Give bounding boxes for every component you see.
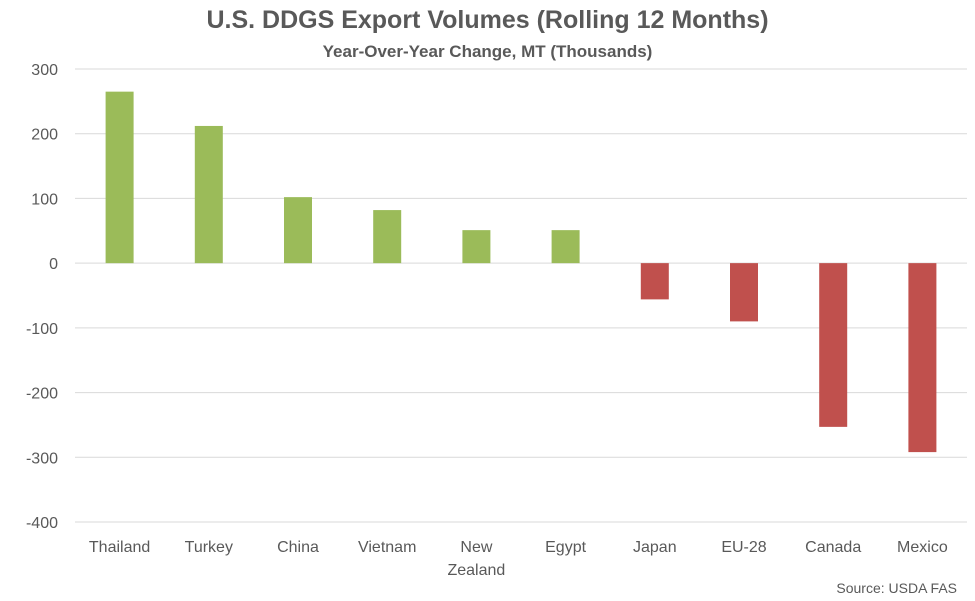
bar-vietnam <box>373 210 402 264</box>
gridlines <box>75 68 967 523</box>
x-category-label: Japan <box>633 539 677 556</box>
y-tick-label: 300 <box>31 62 58 79</box>
bar-eu-28 <box>730 263 758 322</box>
y-tick-label: 0 <box>49 256 58 273</box>
y-axis-ticks: 300 200 100 0 -100 -200 -300 -400 <box>26 62 58 532</box>
y-tick-label: 100 <box>31 191 58 208</box>
y-tick-label: -300 <box>26 450 58 467</box>
bar-canada <box>819 263 848 427</box>
bar-thailand <box>105 91 134 264</box>
source-note: Source: USDA FAS <box>836 580 957 596</box>
x-category-label: Vietnam <box>358 539 416 556</box>
y-tick-label: -200 <box>26 386 58 403</box>
y-tick-label: -400 <box>26 515 58 532</box>
bars <box>105 91 937 453</box>
bar-mexico <box>908 263 937 453</box>
x-category-label: Egypt <box>545 539 586 556</box>
bar-china <box>284 197 312 264</box>
chart-title: U.S. DDGS Export Volumes (Rolling 12 Mon… <box>206 6 769 34</box>
bar-japan <box>640 263 669 300</box>
x-category-label: Mexico <box>897 539 948 556</box>
y-tick-label: 200 <box>31 127 58 144</box>
x-category-label: Thailand <box>89 539 150 556</box>
x-category-label: EU-28 <box>721 539 766 556</box>
x-category-label: China <box>277 539 319 556</box>
bar-new-zealand <box>462 230 491 264</box>
bar-turkey <box>194 125 223 264</box>
bar-egypt <box>551 230 580 264</box>
y-tick-label: -100 <box>26 321 58 338</box>
x-axis-labels: Thailand Turkey China Vietnam New Zealand Egyp… <box>89 539 948 579</box>
x-category-label: Canada <box>805 539 861 556</box>
x-category-label: New Zealand <box>447 539 505 579</box>
chart-subtitle: Year-Over-Year Change, MT (Thousands) <box>322 42 653 61</box>
x-category-label: Turkey <box>185 539 233 556</box>
